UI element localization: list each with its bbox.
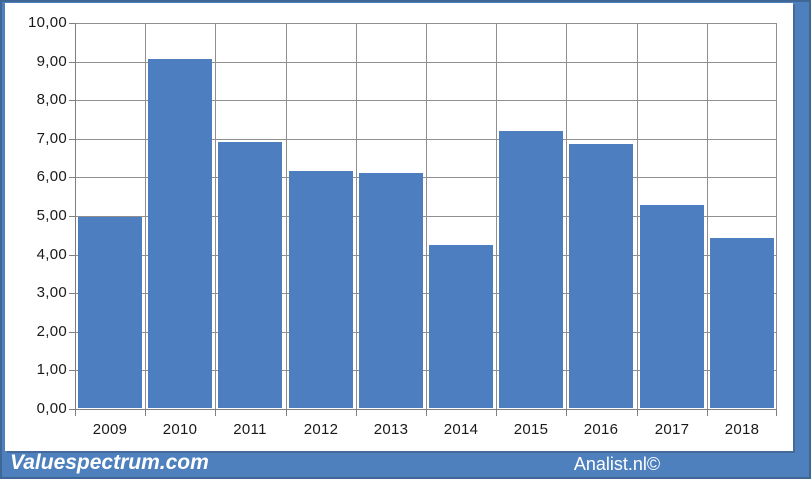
x-axis-tick [776, 410, 777, 416]
bar-2016 [569, 144, 633, 408]
footer-band: Valuespectrum.com Analist.nl© [2, 449, 809, 477]
y-axis-tick [69, 332, 75, 333]
gridline-vertical [286, 23, 287, 409]
x-tick-label: 2010 [162, 421, 198, 438]
bar-2013 [359, 173, 423, 408]
x-tick-label: 2015 [513, 421, 549, 438]
x-axis-line [75, 409, 777, 410]
bar-2010 [148, 59, 212, 408]
y-axis-tick [69, 409, 75, 410]
x-axis-tick [637, 410, 638, 416]
x-tick-label: 2013 [373, 421, 409, 438]
x-tick-label: 2017 [654, 421, 690, 438]
y-tick-label: 8,00 [36, 91, 67, 108]
x-tick-label: 2016 [583, 421, 619, 438]
y-tick-label: 3,00 [36, 284, 67, 301]
y-axis-tick [69, 370, 75, 371]
y-tick-label: 5,00 [36, 207, 67, 224]
x-axis-tick [707, 410, 708, 416]
y-tick-label: 6,00 [36, 168, 67, 185]
bar-2017 [640, 205, 704, 408]
gridline-vertical [496, 23, 497, 409]
x-axis-tick [75, 410, 76, 416]
gridline-vertical [637, 23, 638, 409]
gridline-vertical [707, 23, 708, 409]
y-axis-tick [69, 62, 75, 63]
bar-2012 [289, 171, 353, 408]
y-tick-label: 2,00 [36, 323, 67, 340]
gridline-vertical [426, 23, 427, 409]
y-axis-tick [69, 293, 75, 294]
bar-2009 [78, 217, 142, 408]
valuespectrum-logo: Valuespectrum.com [10, 451, 209, 474]
y-tick-label: 9,00 [36, 53, 67, 70]
y-axis-tick [69, 255, 75, 256]
y-axis-tick [69, 100, 75, 101]
x-axis-tick [496, 410, 497, 416]
x-axis-tick [215, 410, 216, 416]
y-axis-tick [69, 177, 75, 178]
gridline-vertical [566, 23, 567, 409]
y-axis-line [75, 23, 76, 409]
x-axis-tick [286, 410, 287, 416]
y-axis-tick [69, 139, 75, 140]
x-axis-tick [566, 410, 567, 416]
y-tick-label: 7,00 [36, 130, 67, 147]
x-axis-tick [356, 410, 357, 416]
bar-2018 [710, 238, 774, 408]
x-tick-label: 2014 [443, 421, 479, 438]
bar-2014 [429, 245, 493, 408]
gridline-vertical [145, 23, 146, 409]
chart-image: 0,00 1,00 2,00 3,00 4,00 5,00 6,00 7,00 8,00 9,00… [5, 3, 793, 451]
y-tick-label: 4,00 [36, 246, 67, 263]
x-axis-tick [145, 410, 146, 416]
y-axis-tick [69, 216, 75, 217]
y-tick-label: 0,00 [36, 400, 67, 417]
gridline-vertical [215, 23, 216, 409]
x-axis-tick [426, 410, 427, 416]
gridline-vertical [776, 23, 777, 409]
x-tick-label: 2018 [724, 421, 760, 438]
bar-2011 [218, 142, 282, 408]
gridline-vertical [356, 23, 357, 409]
y-tick-label: 10,00 [27, 14, 67, 31]
analist-credit: Analist.nl© [573, 454, 661, 474]
x-tick-label: 2009 [92, 421, 128, 438]
x-tick-label: 2012 [303, 421, 339, 438]
y-tick-label: 1,00 [36, 361, 67, 378]
x-tick-label: 2011 [233, 421, 267, 438]
bar-2015 [499, 131, 563, 408]
plot-area [69, 23, 777, 416]
y-axis-tick [69, 23, 75, 24]
